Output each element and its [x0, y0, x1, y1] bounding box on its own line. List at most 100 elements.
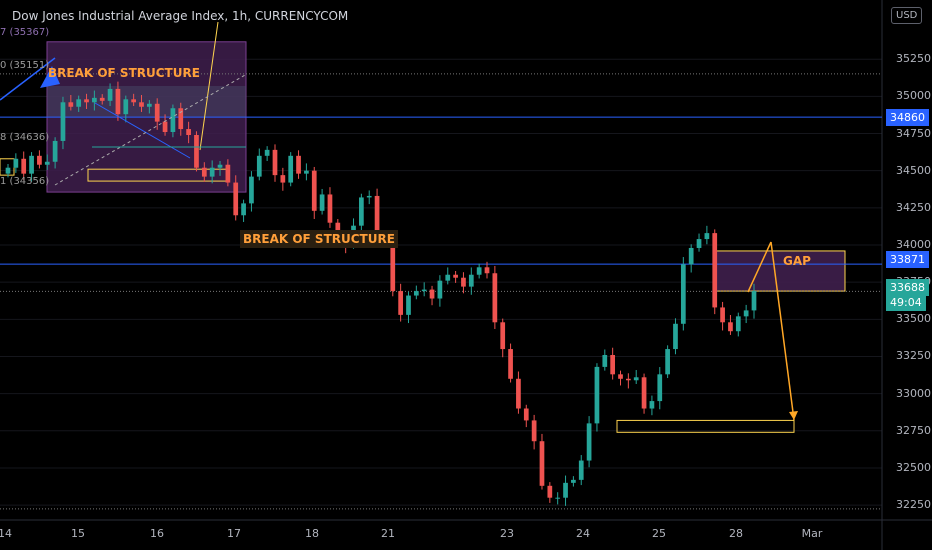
gap-zone	[715, 250, 846, 292]
y-tick-label: 33000	[896, 386, 931, 400]
price-tag-last: 33688	[886, 279, 929, 296]
y-tick-label: 34500	[896, 163, 931, 177]
candle-body	[390, 240, 396, 292]
projection-arrow-up	[747, 241, 772, 293]
x-tick-label: 16	[150, 527, 164, 540]
candle-body	[29, 155, 34, 174]
candle-body	[76, 99, 82, 107]
candle-body	[673, 323, 678, 350]
candle-body	[296, 155, 301, 174]
indicator-label-1: 7 (35367)	[0, 27, 50, 38]
candle-body	[327, 194, 333, 223]
candle-body	[657, 374, 663, 402]
candle-body	[578, 460, 584, 480]
trend-line-blue	[0, 57, 56, 101]
x-tick-label: 25	[652, 527, 666, 540]
candle-body	[366, 195, 372, 198]
candle-body	[649, 401, 655, 409]
bos-arrow	[40, 66, 60, 88]
candle-body	[626, 378, 631, 381]
candle-body	[374, 195, 380, 237]
candle-body	[209, 167, 215, 177]
candle-body	[696, 239, 702, 248]
bos-label-top: BREAK OF STRUCTURE	[48, 66, 200, 80]
candle-body	[311, 170, 317, 211]
candle-body	[539, 441, 545, 486]
price-tag-top: 34860	[886, 109, 929, 126]
x-tick-label: 24	[576, 527, 590, 540]
candle-body	[154, 103, 160, 122]
currency-button[interactable]: USD	[891, 7, 923, 24]
candle-body	[508, 349, 513, 379]
candle-body	[186, 129, 191, 135]
candle-body	[633, 377, 639, 381]
candle-body	[492, 273, 498, 323]
candle-body	[547, 485, 553, 498]
candle-body	[688, 247, 694, 265]
y-tick-label: 34000	[896, 238, 931, 251]
candle-body	[618, 374, 623, 379]
candle-body	[531, 420, 537, 442]
drawings	[0, 21, 798, 421]
candle-body	[445, 274, 451, 281]
candle-body	[146, 103, 152, 107]
indicator-label-2: 0 (35151)	[0, 60, 50, 71]
candle-body	[272, 149, 278, 176]
swing-line	[94, 102, 191, 159]
candle-body	[720, 307, 725, 323]
candle-body	[5, 167, 11, 174]
candle-body	[563, 482, 568, 498]
candle-body	[256, 155, 262, 177]
candle-body	[68, 102, 74, 107]
y-tick-label: 32500	[896, 460, 931, 474]
x-tick-label: 21	[381, 527, 395, 540]
candle-body	[429, 289, 435, 299]
candle-body	[280, 175, 286, 183]
candle-body	[461, 277, 466, 287]
candle-body	[139, 102, 144, 107]
candle-body	[453, 274, 458, 278]
candle-body	[13, 158, 19, 168]
candle-body	[115, 88, 121, 115]
candle-body	[123, 99, 129, 115]
candle-body	[170, 108, 176, 133]
indicator-label-3: 8 (34636)	[0, 132, 50, 143]
candle-body	[107, 88, 113, 101]
candles	[5, 81, 757, 506]
candle-body	[398, 291, 403, 315]
y-tick-label: 33500	[896, 312, 931, 326]
x-tick-label: 18	[305, 527, 319, 540]
candle-body	[484, 267, 490, 274]
target-zone	[616, 419, 795, 433]
candle-body	[571, 479, 576, 483]
candle-body	[413, 291, 419, 296]
candle-body	[201, 167, 207, 177]
candle-body	[468, 274, 474, 287]
candle-body	[751, 291, 757, 311]
candle-body	[225, 164, 231, 183]
x-tick-label: 15	[71, 527, 85, 540]
candle-body	[233, 182, 239, 216]
candle-body	[194, 135, 199, 168]
gap-label: GAP	[783, 254, 811, 268]
y-tick-label: 32250	[896, 498, 931, 512]
y-tick-label: 35250	[896, 52, 931, 66]
candle-body	[665, 349, 670, 375]
candle-body	[288, 155, 294, 183]
candle-body	[680, 264, 686, 324]
candle-body	[735, 316, 741, 332]
candle-body	[84, 99, 89, 103]
candle-body	[523, 408, 529, 421]
candle-body	[728, 322, 733, 332]
x-tick-label: 23	[500, 527, 514, 540]
x-tick-label: 28	[729, 527, 743, 540]
price-tag-mid: 33871	[886, 251, 929, 268]
candle-body	[610, 355, 616, 375]
candle-body	[319, 194, 325, 211]
candle-body	[476, 267, 482, 275]
x-tick-label: 17	[227, 527, 241, 540]
candle-body	[500, 322, 506, 350]
indicator-label-4: 1 (34356)	[0, 176, 50, 187]
